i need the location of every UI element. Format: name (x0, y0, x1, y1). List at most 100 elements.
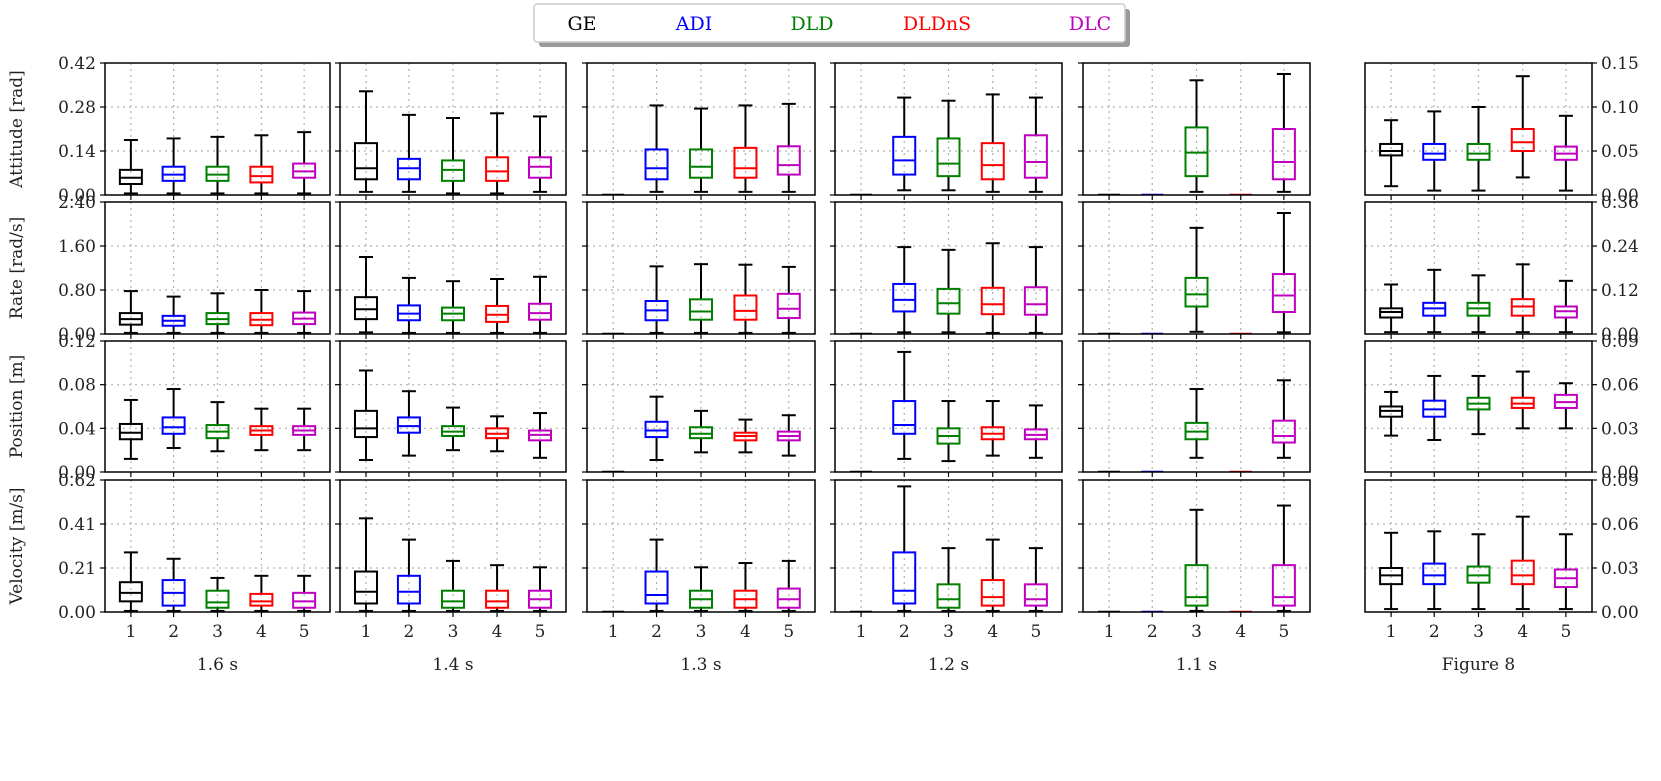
x-tick-label: 2 (899, 622, 910, 642)
panel-r4-c6: 1 2 3 4 5 0.00 0.03 0.06 0.09 Figure 8 (1364, 471, 1639, 675)
legend-entry-DLC: DLC (1069, 13, 1111, 35)
box-ADI (396, 574, 421, 605)
x-tick-label: 3 (448, 622, 459, 642)
y-tick-label-right: 0.36 (1601, 193, 1639, 213)
panel-r1-c1: 0.00 0.14 0.28 0.42 (58, 54, 331, 206)
legend-entry-GE: GE (567, 13, 596, 35)
legend-entry-DLD: DLD (790, 13, 833, 35)
x-tick-label: 3 (1473, 622, 1484, 642)
box-DLDnS (980, 142, 1005, 181)
row-ylabel: Attitude [rad] (7, 70, 27, 189)
y-tick-label-right: 0.05 (1601, 142, 1639, 162)
panel-r1-c2 (335, 62, 567, 200)
panel-r4-c1: 1 2 3 4 5 0.00 0.21 0.41 0.62 1.6 s (58, 471, 331, 675)
panel-r4-c4: 1 2 3 4 5 1.2 s (830, 479, 1063, 675)
box-ADI (1422, 562, 1447, 586)
box-DLC (1271, 128, 1296, 181)
panel-r2-c2 (335, 201, 567, 339)
row-ylabel: Velocity [m/s] (7, 487, 27, 605)
y-tick-label-right: 0.06 (1601, 515, 1639, 535)
box-DLC (776, 145, 801, 176)
box-DLD (689, 298, 713, 321)
x-tick-label: 1 (1104, 622, 1115, 642)
box-ADI (892, 282, 917, 313)
panel-r1-c3 (582, 62, 816, 200)
panel-r1-c5 (1078, 62, 1311, 200)
column-label: 1.3 s (680, 655, 721, 675)
x-tick-label: 5 (1560, 622, 1571, 642)
box-DLDnS (485, 156, 510, 182)
box-GE (118, 581, 143, 603)
y-tick-label: 0.28 (58, 98, 96, 118)
box-DLD (205, 589, 230, 609)
x-tick-label: 4 (256, 622, 267, 642)
box-ADI (161, 416, 186, 435)
y-tick-label-right: 0.24 (1601, 237, 1639, 257)
y-tick-label: 0.80 (58, 281, 96, 301)
box-DLDnS (733, 294, 758, 321)
y-tick-label-right: 0.00 (1601, 325, 1639, 345)
box-DLDnS (733, 146, 758, 179)
x-tick-label: 5 (1278, 622, 1289, 642)
box-ADI (892, 551, 917, 605)
box-DLDnS (485, 589, 510, 609)
x-tick-label: 1 (608, 622, 619, 642)
panel-r2-c1: 0.00 0.80 1.60 2.40 (58, 193, 331, 345)
column-label: 1.2 s (928, 655, 969, 675)
panel-r1-c6: 0.00 0.05 0.10 0.15 (1364, 54, 1639, 206)
panel-r3-c1: 0.00 0.04 0.08 0.12 (58, 332, 331, 483)
x-tick-label: 2 (404, 622, 415, 642)
x-tick-label: 5 (1030, 622, 1041, 642)
x-tick-label: 5 (783, 622, 794, 642)
panel-r3-c5 (1078, 340, 1311, 477)
legend-entry-ADI: ADI (675, 13, 712, 35)
y-tick-label-right: 0.12 (1601, 281, 1639, 301)
y-tick-label-right: 0.10 (1601, 98, 1639, 118)
box-ADI (644, 420, 669, 439)
box-DLD (1184, 564, 1209, 607)
y-tick-label: 0.12 (58, 332, 96, 352)
x-tick-label: 4 (987, 622, 998, 642)
row-ylabel: Position [m] (7, 355, 27, 458)
y-tick-label-right: 0.06 (1601, 376, 1639, 396)
y-tick-label-right: 0.15 (1601, 54, 1639, 74)
y-tick-label: 0.41 (58, 515, 96, 535)
legend-box (533, 3, 1126, 43)
y-tick-label: 0.42 (58, 54, 96, 74)
box-DLC (1023, 286, 1048, 316)
column-label: 1.6 s (197, 655, 238, 675)
box-GE (353, 570, 378, 605)
box-DLDnS (1510, 128, 1535, 152)
x-tick-label: 2 (651, 622, 662, 642)
box-DLC (776, 292, 801, 320)
box-DLC (1271, 273, 1296, 313)
box-GE (353, 142, 378, 181)
box-DLC (776, 587, 801, 609)
box-DLD (689, 148, 713, 179)
y-tick-label-right: 0.00 (1601, 463, 1639, 483)
panel-r2-c3 (582, 201, 816, 339)
row-ylabel: Rate [rad/s] (7, 217, 27, 319)
x-tick-label: 1 (125, 622, 136, 642)
x-tick-label: 1 (361, 622, 372, 642)
box-DLC (1023, 583, 1048, 607)
box-ADI (892, 400, 917, 435)
box-DLD (441, 589, 465, 609)
x-tick-label: 4 (740, 622, 751, 642)
box-ADI (1422, 142, 1447, 161)
panel-r2-c4 (830, 201, 1063, 339)
box-DLD (936, 137, 961, 178)
y-tick-label: 0.21 (58, 559, 96, 579)
y-tick-label: 2.40 (58, 193, 96, 213)
y-tick-label: 0.62 (58, 471, 96, 491)
panel-r4-c2: 1 2 3 4 5 1.4 s (335, 479, 567, 675)
panel-r3-c3 (582, 340, 816, 477)
box-DLC (1023, 134, 1048, 179)
y-tick-label: 0.04 (58, 419, 96, 439)
y-tick-label-right: 0.03 (1601, 419, 1639, 439)
column-label: 1.1 s (1176, 655, 1217, 675)
box-DLC (292, 591, 317, 609)
box-DLDnS (249, 165, 274, 184)
box-DLD (1466, 142, 1491, 161)
